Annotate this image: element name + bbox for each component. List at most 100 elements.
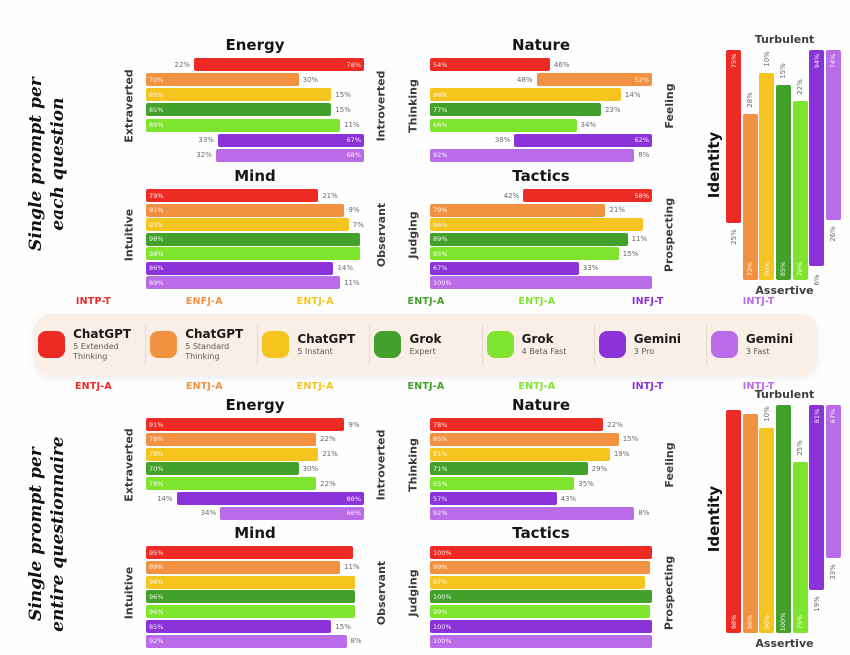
bar-row-gemini-3-fast: 66% 34%: [146, 506, 364, 520]
minor-percent-label: 8%: [638, 151, 650, 160]
bar-column-grok-4-beta-fast: 78% 22%: [792, 50, 808, 280]
legend-model-name: Gemini: [745, 331, 794, 346]
dominant-percent-label: 98%: [149, 249, 164, 258]
axis-label-intuitive: Intuitive: [122, 208, 136, 262]
axis-label-judging: Judging: [406, 569, 420, 617]
bar-gemini-3-pro: 67%: [430, 261, 579, 275]
bar-row-gemini-3-pro: 85% 15%: [146, 620, 364, 634]
chart-title: Mind: [234, 524, 276, 542]
legend-item-chatgpt-5-extended-thinking: ChatGPT 5 Extended Thinking: [34, 325, 145, 365]
minor-percent-label: 10%: [762, 51, 771, 67]
bar-row-chatgpt-5-standard-thinking: 99%: [430, 560, 652, 574]
bar-chatgpt-5-instant: 97%: [430, 575, 646, 589]
bar-column-gemini-3-pro: 81% 19%: [809, 405, 825, 633]
legend-model-variant: 5 Instant: [297, 347, 333, 357]
dominant-percent-label: 100%: [433, 622, 452, 631]
dominant-percent-label: 96%: [149, 592, 164, 601]
personality-type-bottom-chatgpt-5-extended-thinking: ENTJ-A: [74, 381, 112, 392]
bar-grok-4-beta-fast: 96%: [146, 605, 356, 619]
axis-label-feeling: Feeling: [662, 83, 676, 130]
section-title-per-question: Single prompt per each question: [25, 77, 68, 251]
minor-percent-label: 15%: [622, 435, 639, 444]
dominant-percent-label: 52%: [634, 75, 649, 84]
dominant-percent-label: 91%: [149, 206, 164, 214]
axis-label-judging: Judging: [406, 211, 420, 259]
bar-row-grok-4-beta-fast: 89% 11%: [146, 118, 364, 132]
bar-row-chatgpt-5-standard-thinking: 89% 11%: [146, 560, 364, 574]
bar-chatgpt-5-standard-thinking: 96%: [742, 414, 758, 633]
legend-item-text: Gemini 3 Pro: [634, 332, 702, 357]
bar-chatgpt-5-extended-thinking: 100%: [430, 546, 652, 559]
dominant-percent-label: 78%: [796, 261, 805, 277]
bar-chatgpt-5-extended-thinking: 98%: [726, 409, 741, 633]
bar-row-chatgpt-5-extended-thinking: 78% 22%: [146, 58, 364, 71]
chart-title: Energy: [225, 36, 285, 54]
dominant-percent-label: 70%: [149, 464, 164, 473]
bar-grok-4-beta-fast: 78%: [792, 100, 808, 280]
chart-mind-per-question: Mind Intuitive Observant 79% 21% 91% 9% 93% 7% 98…: [116, 167, 394, 291]
bar-row-chatgpt-5-extended-thinking: 78% 22%: [430, 418, 652, 431]
legend-model-name: ChatGPT: [73, 326, 132, 341]
bar-row-chatgpt-5-instant: 96%: [146, 575, 364, 589]
bar-grok-expert: 100%: [775, 405, 791, 633]
dominant-percent-label: 86%: [346, 494, 361, 503]
bar-chatgpt-5-instant: 79%: [146, 447, 319, 461]
dominant-percent-label: 100%: [433, 548, 452, 557]
axis-label-observant: Observant: [374, 203, 388, 268]
chart-title: Energy: [225, 396, 285, 414]
legend-swatch-icon: [374, 331, 402, 359]
bar-gemini-3-fast: 100%: [430, 276, 652, 289]
dominant-percent-label: 81%: [433, 450, 448, 459]
chart-title: Identity: [704, 485, 723, 553]
bar-chatgpt-5-instant: 96%: [146, 575, 356, 589]
dominant-percent-label: 100%: [433, 637, 452, 646]
axis-label-turbulent: Turbulent: [754, 33, 815, 46]
minor-percent-label: 15%: [779, 62, 788, 79]
bar-row-gemini-3-pro: 86% 14%: [146, 261, 364, 275]
dominant-percent-label: 98%: [729, 614, 738, 630]
legend-item-text: ChatGPT 5 Standard Thinking: [185, 327, 253, 362]
dominant-percent-label: 58%: [634, 191, 649, 200]
dominant-percent-label: 70%: [149, 75, 164, 84]
legend-item-gemini-3-fast: Gemini 3 Fast: [705, 325, 818, 365]
chart-identity-per-questionnaire: Turbulent Assertive Identity 98% 96% 90% 10% 10…: [690, 388, 845, 650]
dominant-percent-label: 77%: [433, 105, 448, 114]
minor-percent-label: 7%: [352, 220, 364, 229]
minor-percent-label: 22%: [796, 78, 805, 95]
minor-percent-label: 33%: [582, 264, 599, 272]
dominant-percent-label: 79%: [433, 206, 448, 214]
minor-percent-label: 15%: [335, 622, 351, 631]
bar-row-chatgpt-5-standard-thinking: 79% 21%: [430, 203, 652, 217]
bar-gemini-3-pro: 85%: [146, 620, 332, 634]
bar-row-gemini-3-pro: 57% 43%: [430, 492, 652, 506]
bar-row-gemini-3-fast: 100%: [430, 276, 652, 289]
legend-item-chatgpt-5-instant: ChatGPT 5 Instant: [257, 325, 369, 365]
legend-item-grok-expert: Grok Expert: [369, 325, 481, 365]
bar-row-chatgpt-5-instant: 81% 19%: [430, 447, 652, 461]
legend-model-variant: Expert: [409, 347, 436, 357]
legend-model-name: Grok: [409, 331, 442, 346]
chart-title: Tactics: [512, 167, 570, 185]
chart-title: Mind: [234, 167, 276, 185]
axis-label-observant: Observant: [374, 561, 388, 626]
minor-percent-label: 33%: [829, 563, 838, 580]
dominant-percent-label: 86%: [149, 264, 164, 272]
dominant-percent-label: 100%: [779, 612, 788, 632]
bar-row-gemini-3-pro: 100%: [430, 620, 652, 634]
minor-percent-label: 35%: [578, 479, 594, 488]
minor-percent-label: 25%: [729, 228, 738, 245]
axis-label-turbulent: Turbulent: [754, 388, 815, 401]
minor-percent-label: 8%: [638, 509, 650, 518]
legend-model-variant: 5 Extended Thinking: [73, 342, 119, 362]
minor-percent-label: 15%: [335, 105, 351, 114]
legend-item-text: ChatGPT 5 Extended Thinking: [73, 326, 141, 362]
bar-chatgpt-5-instant: 90%: [759, 73, 775, 280]
minor-percent-label: 11%: [631, 235, 648, 243]
minor-percent-label: 22%: [320, 435, 336, 444]
bar-column-gemini-3-pro: 94% 6%: [809, 50, 825, 286]
bar-row-gemini-3-pro: 67% 33%: [146, 133, 364, 147]
personality-type-bottom-grok-4-beta-fast: ENTJ-A: [518, 381, 556, 392]
minor-percent-label: 26%: [829, 226, 838, 242]
bar-grok-4-beta-fast: 75%: [792, 462, 808, 633]
axis-label-prospecting: Prospecting: [662, 198, 676, 273]
